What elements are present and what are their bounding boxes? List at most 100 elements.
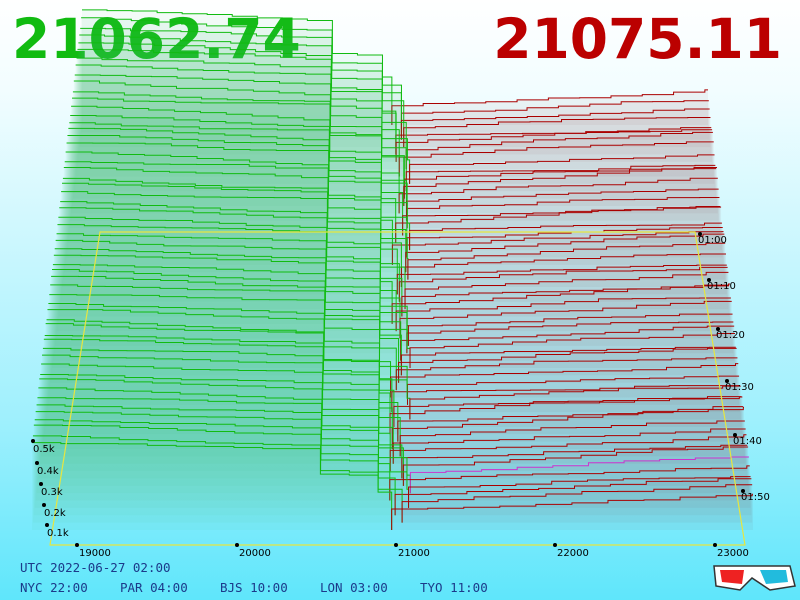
bid-depth-line (82, 9, 393, 125)
time-tick (725, 379, 729, 383)
price-label: 19000 (79, 548, 111, 559)
price-tick (235, 543, 239, 547)
ask-depth-line (394, 478, 752, 516)
volume-label: 0.5k (33, 444, 55, 455)
bid-area (36, 404, 411, 494)
time-tick (698, 232, 702, 236)
ask-depth-line (389, 434, 747, 472)
bid-depth-line (59, 207, 406, 310)
ask-depth-line (404, 271, 729, 310)
bid-depth-line (73, 80, 407, 192)
bid-area (80, 28, 402, 140)
ask-area (395, 478, 752, 516)
ask-depth-line (405, 188, 719, 221)
ask-depth-line (403, 116, 711, 148)
bid-depth-line (57, 224, 393, 324)
ask-area (405, 272, 729, 310)
clock: LON 03:00 (320, 580, 388, 595)
ask-area (400, 420, 745, 457)
bid-depth-line (44, 335, 395, 427)
ask-depth-line (399, 300, 732, 339)
price-tick (553, 543, 557, 547)
ask-depth-line (406, 321, 734, 354)
bid-depth-line (79, 34, 405, 148)
bid-depth-line (81, 17, 402, 133)
ask-depth-line (401, 444, 748, 479)
bid-depth-line (35, 411, 391, 501)
time-label: 01:50 (741, 492, 770, 503)
price-tick (75, 543, 79, 547)
bid-area (38, 387, 402, 479)
ask-area (402, 484, 753, 523)
bid-area (70, 115, 407, 221)
ask-area (407, 376, 740, 405)
ask-area (401, 254, 726, 287)
clock: NYC 22:00 (20, 580, 88, 595)
bid-area (75, 64, 400, 177)
bid-area (74, 74, 410, 184)
bid-area (79, 35, 404, 148)
bid-depth-line (51, 275, 402, 376)
bid-depth-line (78, 42, 397, 155)
ask-depth-line (391, 89, 708, 125)
ask-depth-line (407, 313, 733, 346)
price-label: 21000 (398, 548, 430, 559)
bid-depth-line (47, 309, 408, 405)
bid-depth-line (52, 264, 402, 361)
ask-depth-line (409, 456, 749, 494)
ask-depth-line (406, 197, 720, 229)
time-label: 01:40 (733, 436, 762, 447)
ask-area (409, 154, 715, 184)
bid-depth-line (74, 74, 411, 184)
bid-depth-line (49, 294, 397, 391)
ask-depth-line (405, 164, 716, 192)
bid-area (62, 183, 402, 287)
ask-depth-line (406, 375, 740, 405)
bid-area (42, 355, 393, 449)
bid-area (59, 207, 406, 310)
bid-depth-line (61, 191, 398, 295)
bid-depth-line (63, 167, 407, 273)
time-label: 01:20 (716, 330, 745, 341)
volume-label: 0.2k (44, 508, 66, 519)
3d-glasses-icon (713, 565, 796, 591)
time-label: 01:00 (698, 235, 727, 246)
price-label: 20000 (239, 548, 271, 559)
ask-depth-line (391, 283, 731, 324)
price-label: 23000 (717, 548, 749, 559)
volume-label: 0.3k (41, 487, 63, 498)
time-tick (741, 489, 745, 493)
ask-depth-line (392, 428, 746, 464)
bid-depth-line (72, 91, 405, 199)
bid-depth-line (64, 161, 393, 265)
bid-area (65, 152, 407, 258)
bid-depth-line (55, 239, 401, 339)
ask-depth-line (395, 127, 712, 155)
ask-depth-line (395, 297, 731, 332)
bid-area (45, 323, 410, 420)
ask-depth-line (398, 141, 714, 177)
volume-tick (45, 523, 49, 527)
bid-area (37, 397, 404, 486)
bid-depth-line (40, 374, 394, 464)
bid-area (64, 161, 393, 265)
volume-tick (35, 461, 39, 465)
ask-depth-line (397, 406, 744, 442)
ask-depth-line (409, 385, 741, 420)
bid-depth-line (38, 387, 403, 479)
bid-area (69, 122, 408, 229)
ask-depth-line (400, 346, 736, 376)
ask-depth-line (402, 446, 749, 486)
ask-depth-line (399, 420, 745, 457)
bid-depth-line (48, 303, 392, 398)
ask-depth-line (398, 177, 718, 214)
volume-tick (42, 503, 46, 507)
bid-depth-line (66, 142, 411, 251)
volume-tick (39, 482, 43, 486)
ask-depth-line (407, 242, 726, 280)
clock: TYO 11:00 (420, 580, 488, 595)
ask-area (391, 494, 753, 530)
bid-depth-line (41, 363, 401, 457)
ask-depth-line (409, 333, 735, 368)
